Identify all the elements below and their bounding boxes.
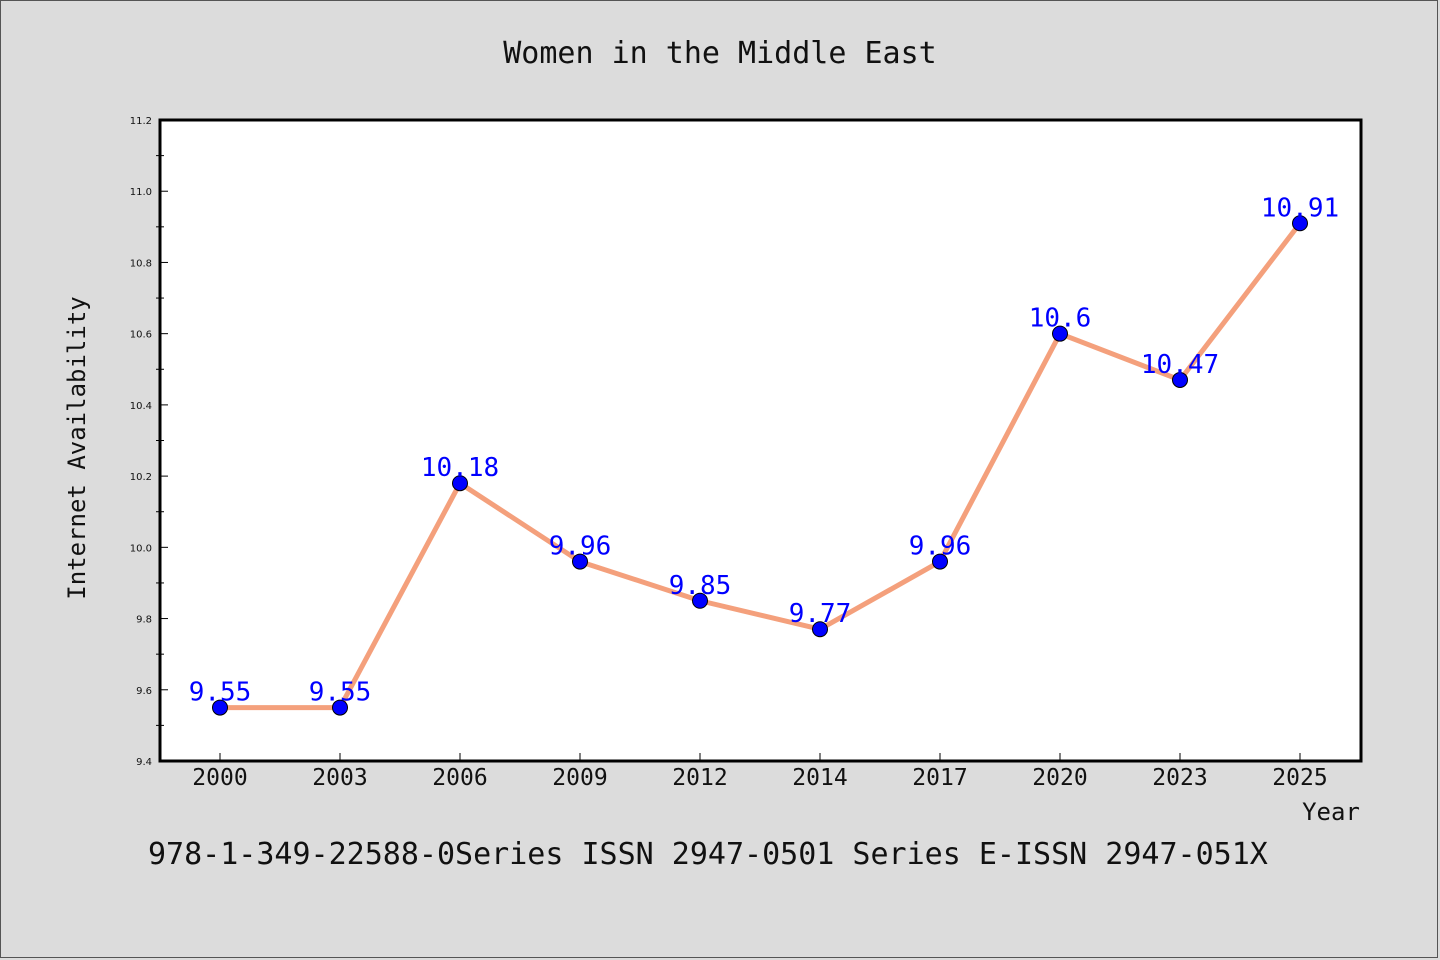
- data-label: 9.55: [309, 678, 372, 708]
- data-point: [332, 699, 348, 716]
- data-point: [572, 553, 588, 570]
- x-tick-label: 2017: [912, 765, 967, 791]
- y-tick-label: 9.8: [136, 615, 152, 626]
- y-tick-label: 11.0: [130, 187, 152, 198]
- y-tick-label: 10.6: [130, 330, 152, 341]
- x-tick-label: 2012: [672, 765, 727, 791]
- data-label: 9.96: [909, 532, 972, 562]
- x-axis-label: Year: [1302, 798, 1360, 826]
- data-point: [1052, 325, 1068, 342]
- series-line: [217, 220, 1303, 711]
- data-markers: [212, 215, 1308, 716]
- footer-isbn-issn: 978-1-349-22588-0Series ISSN 2947-0501 S…: [148, 837, 1268, 872]
- data-label: 9.55: [189, 678, 252, 708]
- y-tick-label: 11.2: [130, 116, 152, 127]
- data-label: 9.96: [549, 532, 612, 562]
- plot-area: [158, 118, 1363, 763]
- x-tick-label: 2000: [192, 765, 247, 791]
- y-tick-label: 10.4: [130, 401, 152, 412]
- y-tick-label: 9.4: [136, 757, 152, 768]
- x-tick-label: 2014: [792, 765, 847, 791]
- x-tick-label: 2003: [312, 765, 367, 791]
- data-label: 9.85: [669, 571, 732, 601]
- x-tick-label: 2020: [1032, 765, 1087, 791]
- data-point: [812, 621, 828, 638]
- y-tick-label: 10.2: [130, 472, 152, 483]
- data-point: [692, 592, 708, 609]
- x-axis: 2000 2003 2006 2009 2012 2014 2017 2020 2023 2025: [192, 753, 1328, 791]
- x-tick-label: 2009: [552, 765, 607, 791]
- y-tick-label: 10.0: [130, 543, 152, 554]
- data-labels: 9.55 9.55 10.18 9.96 9.85 9.77 9.96 10.6 10.47 10…: [189, 193, 1339, 707]
- data-label: 9.77: [789, 599, 852, 629]
- y-tick-label: 9.6: [136, 686, 152, 697]
- data-label: 10.47: [1141, 350, 1219, 380]
- y-axis-label: Internet Availability: [63, 296, 91, 599]
- x-tick-label: 2023: [1152, 765, 1207, 791]
- data-label: 10.6: [1029, 304, 1092, 334]
- data-point: [452, 475, 468, 492]
- chart-title: Women in the Middle East: [503, 36, 936, 71]
- y-tick-label: 10.8: [130, 258, 152, 269]
- data-point: [932, 553, 948, 570]
- x-tick-label: 2006: [432, 765, 487, 791]
- y-axis: 9.4 9.6 9.8 10.0 10.2 10.4 10.6 10.8 11.0 11.2: [130, 116, 168, 768]
- data-point: [1172, 371, 1188, 388]
- data-label: 10.91: [1261, 193, 1339, 223]
- x-tick-label: 2025: [1272, 765, 1327, 791]
- data-point: [212, 699, 228, 716]
- data-label: 10.18: [421, 453, 499, 483]
- data-point: [1292, 215, 1308, 232]
